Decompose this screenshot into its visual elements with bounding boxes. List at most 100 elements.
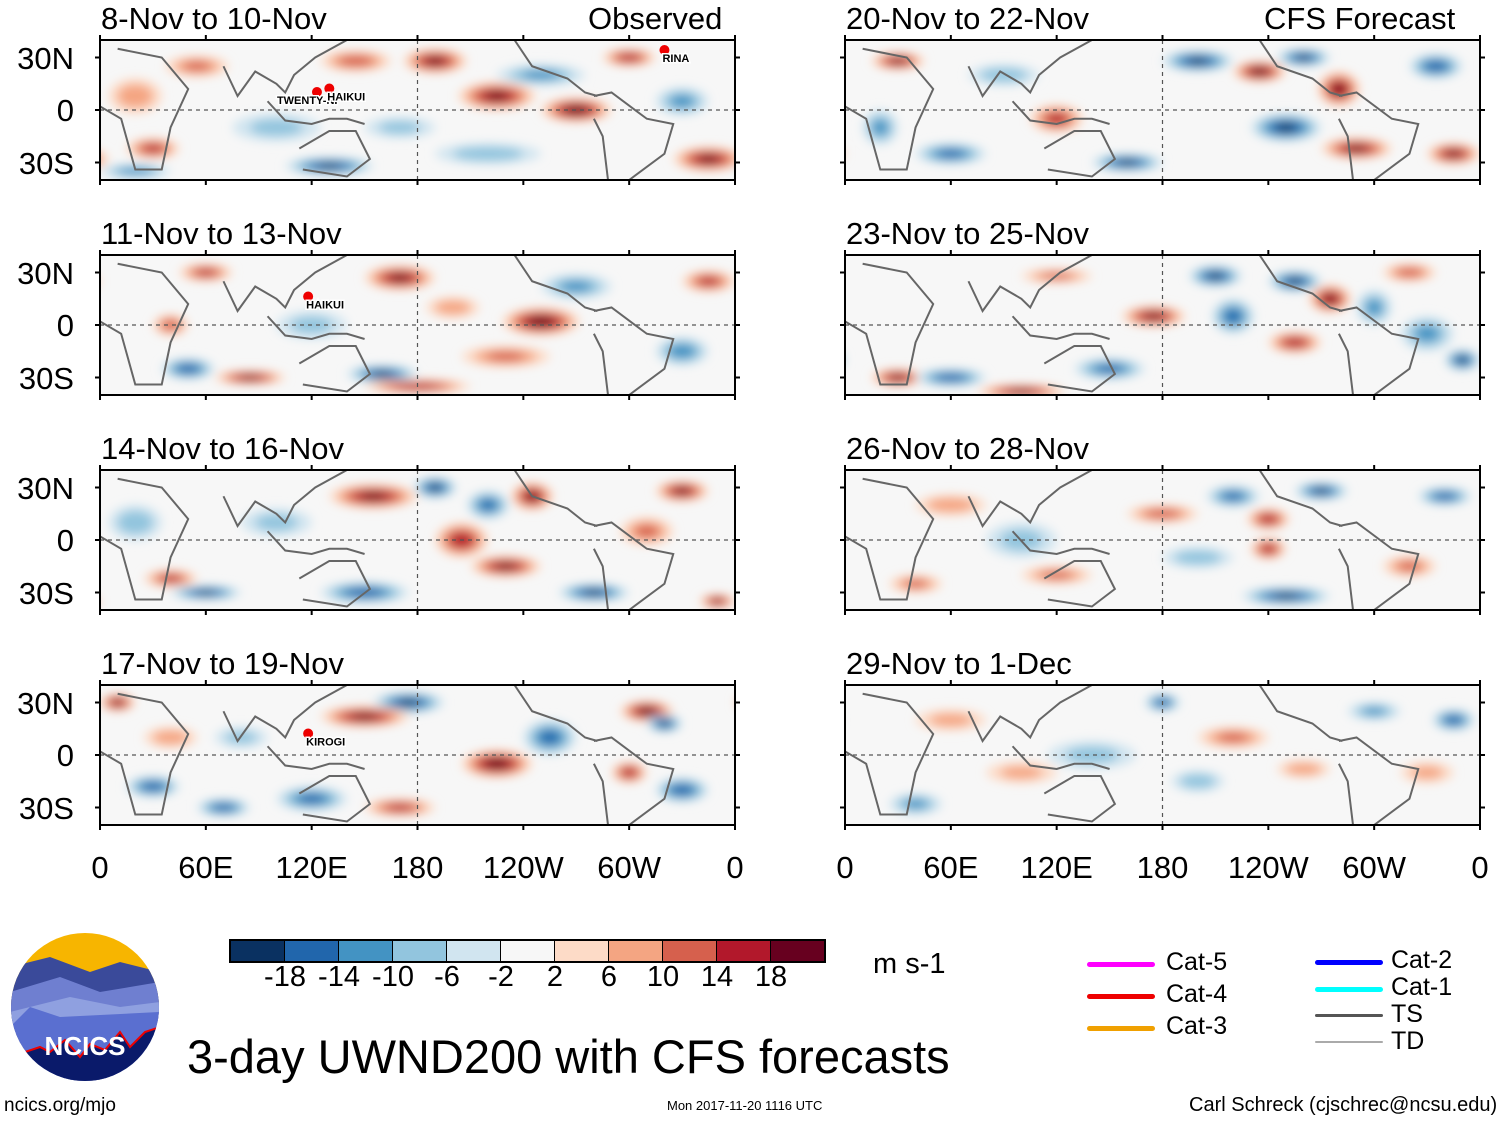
coastline xyxy=(266,100,365,126)
coastline xyxy=(298,345,372,393)
wind-anomaly-contour xyxy=(761,268,787,277)
colorbar-swatch xyxy=(285,941,339,961)
colorbar-swatch xyxy=(339,941,393,961)
coastline xyxy=(967,685,1093,743)
storm-label: RINA xyxy=(662,53,689,65)
panel-title: 11-Nov to 13-Nov xyxy=(101,216,342,251)
lat-tick-label: 30S xyxy=(18,360,74,396)
lon-tick-label: 60W xyxy=(1342,850,1407,885)
wind-anomaly-contour xyxy=(1324,294,1336,303)
wind-anomaly-contour xyxy=(744,166,797,177)
wind-anomaly-contour xyxy=(435,300,471,315)
coastline xyxy=(1258,255,1343,312)
lon-tick-label: 120E xyxy=(1020,850,1093,885)
wind-anomaly-contour xyxy=(1314,488,1329,494)
coastline xyxy=(845,262,935,386)
wind-anomaly-contour xyxy=(766,762,819,783)
wind-anomaly-contour xyxy=(361,492,386,500)
wind-anomaly-contour xyxy=(1445,715,1463,725)
storm-label: KIROGI xyxy=(306,737,345,749)
coastline xyxy=(1258,685,1343,742)
wind-anomaly-contour xyxy=(1145,313,1163,320)
map-panel: HAIKUI xyxy=(95,250,740,400)
colorbar-swatch xyxy=(663,941,717,961)
wind-anomaly-contour xyxy=(486,92,508,100)
wind-anomaly-contour xyxy=(1174,550,1222,565)
wind-anomaly-contour xyxy=(564,105,589,115)
wind-anomaly-contour xyxy=(429,484,441,491)
wind-anomaly-contour xyxy=(142,782,164,791)
wind-anomaly-contour xyxy=(904,580,927,588)
wind-anomaly-contour xyxy=(1065,746,1119,764)
wind-anomaly-contour xyxy=(1506,52,1510,70)
panel-title: 20-Nov to 22-Nov xyxy=(846,1,1089,36)
map-panel xyxy=(95,465,740,615)
wind-anomaly-contour xyxy=(1434,492,1456,500)
wind-anomaly-contour xyxy=(753,511,788,534)
wind-anomaly-contour xyxy=(352,713,377,720)
wind-anomaly-contour xyxy=(452,146,524,161)
lat-tick-label: 30S xyxy=(18,790,74,826)
coastline xyxy=(1337,91,1420,180)
wind-anomaly-contour xyxy=(1261,544,1276,553)
lon-tick-label: 120W xyxy=(1227,850,1309,885)
map-panel: KIROGI xyxy=(95,680,740,830)
wind-anomaly-contour xyxy=(738,695,767,709)
colorbar-tick-label: 10 xyxy=(646,961,680,993)
wind-anomaly-contour xyxy=(813,365,834,373)
colorbar-tick-label: 6 xyxy=(600,961,618,993)
wind-anomaly-contour xyxy=(659,721,670,726)
wind-anomaly-contour xyxy=(802,147,836,160)
url-link[interactable]: ncics.org/mjo xyxy=(4,1095,116,1116)
wind-anomaly-contour xyxy=(712,599,723,604)
wind-anomaly-contour xyxy=(100,150,109,168)
wind-anomaly-contour xyxy=(774,54,827,79)
lon-tick-label: 60E xyxy=(923,850,979,885)
wind-anomaly-contour xyxy=(426,57,444,65)
coastline xyxy=(592,91,675,180)
lon-tick-label: 120E xyxy=(275,850,348,885)
wind-anomaly-contour xyxy=(670,95,694,108)
wind-anomaly-contour xyxy=(745,699,761,707)
cfs-forecast-label: CFS Forecast xyxy=(1264,1,1456,36)
legend-label: Cat-3 xyxy=(1166,1012,1228,1040)
lat-tick-label: 30N xyxy=(17,40,74,76)
wind-anomaly-contour xyxy=(378,121,422,134)
wind-anomaly-contour xyxy=(372,371,392,377)
wind-anomaly-contour xyxy=(485,759,509,769)
wind-anomaly-contour xyxy=(390,274,410,282)
storm-marker xyxy=(303,291,314,302)
figure-title: 3-day UWND200 with CFS forecasts xyxy=(187,1030,950,1083)
coastline xyxy=(1337,306,1420,395)
wind-anomaly-contour xyxy=(1285,763,1322,775)
colorbar-swatch xyxy=(771,941,824,961)
wind-anomaly-contour xyxy=(1296,55,1311,60)
wind-anomaly-contour xyxy=(819,355,835,365)
coastline xyxy=(100,47,190,171)
wind-anomaly-contour xyxy=(1333,84,1345,94)
lat-tick-label: 0 xyxy=(56,523,74,558)
wind-anomaly-contour xyxy=(1498,110,1510,145)
wind-anomaly-contour xyxy=(936,374,965,381)
wind-anomaly-contour xyxy=(1180,774,1216,789)
wind-anomaly-contour xyxy=(1117,160,1137,165)
wind-anomaly-contour xyxy=(668,344,696,359)
wind-anomaly-contour xyxy=(161,575,180,582)
coastline xyxy=(100,477,190,601)
coastline xyxy=(967,40,1093,98)
wind-anomaly-contour xyxy=(674,488,690,494)
wind-anomaly-contour xyxy=(240,375,260,380)
wind-anomaly-contour xyxy=(212,804,235,811)
wind-anomaly-contour xyxy=(699,277,718,285)
wind-anomaly-contour xyxy=(1425,61,1447,72)
lon-tick-label: 0 xyxy=(726,850,744,885)
legend-label: TS xyxy=(1391,1000,1423,1028)
ncics-logo: NCICS xyxy=(11,933,159,1081)
wind-anomaly-contour xyxy=(797,145,840,162)
wind-anomaly-contour xyxy=(792,143,845,164)
wind-anomaly-contour xyxy=(816,353,838,366)
wind-anomaly-contour xyxy=(748,264,801,282)
storm-label: TWENTY-NI xyxy=(277,95,338,107)
observed-label: Observed xyxy=(588,1,723,36)
